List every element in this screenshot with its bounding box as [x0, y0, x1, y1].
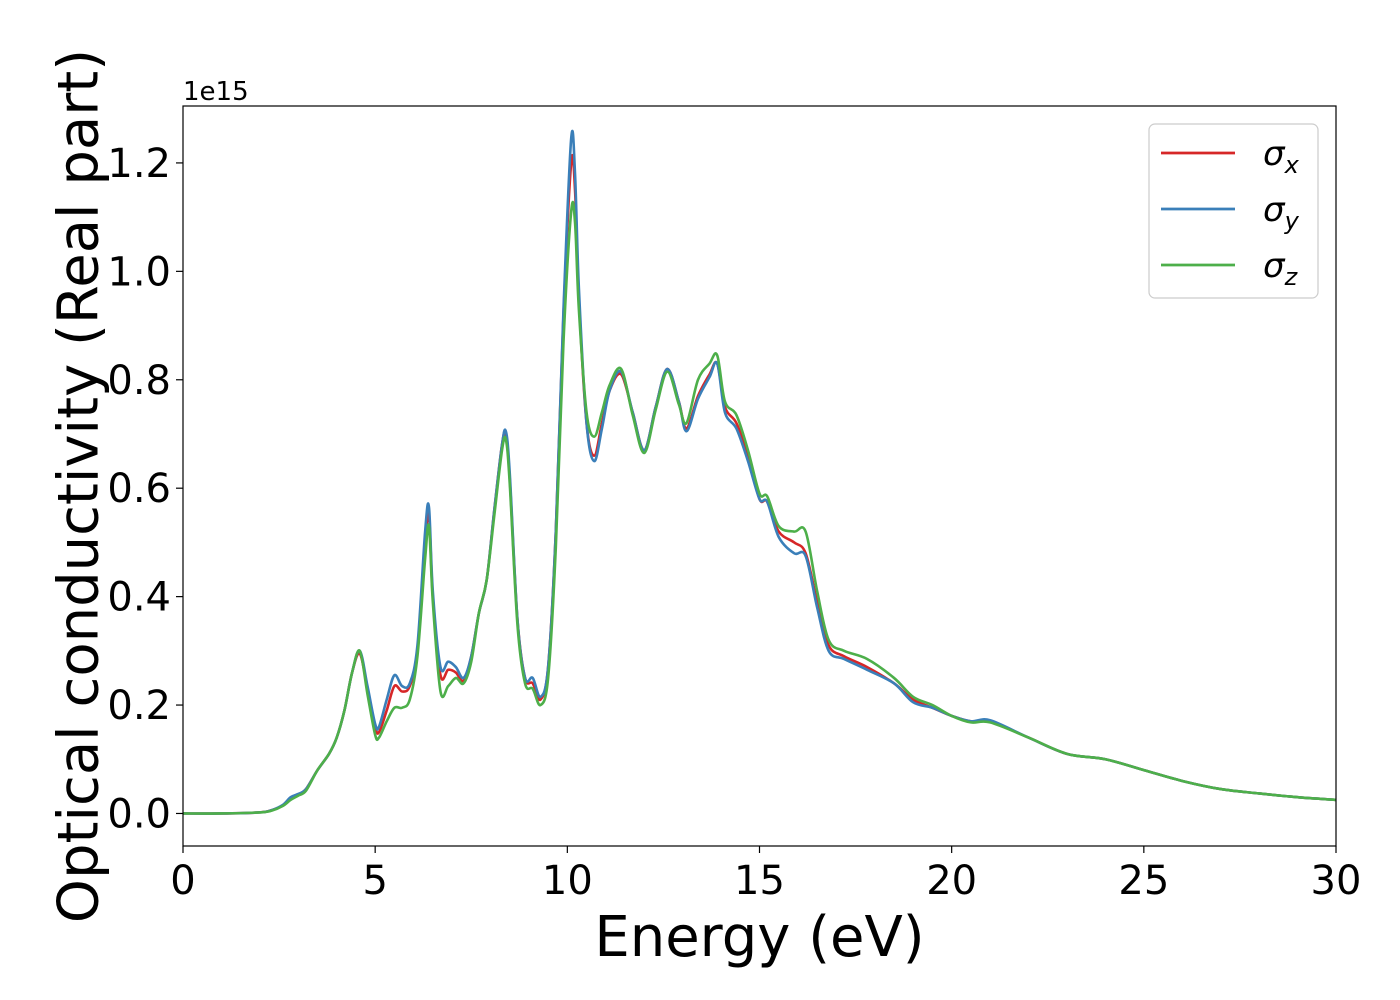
legend: σx σy σz	[1148, 123, 1319, 299]
legend-label-y: σy	[1263, 190, 1300, 235]
legend-label-z: σz	[1263, 246, 1299, 291]
x-tick-label: 5	[362, 858, 387, 904]
x-tick-label: 0	[170, 858, 195, 904]
y-tick-label: 0.0	[107, 791, 171, 837]
x-tick-label: 30	[1311, 858, 1362, 904]
y-tick-label: 1.2	[107, 141, 171, 187]
y-tick-label: 0.8	[107, 358, 171, 404]
x-tick-label: 25	[1118, 858, 1169, 904]
series-line-z	[183, 200, 1336, 815]
x-tick-label: 20	[926, 858, 977, 904]
y-offset-label: 1e15	[183, 77, 249, 107]
y-tick-label: 0.2	[107, 683, 171, 729]
x-axis-label: Energy (eV)	[594, 905, 924, 970]
y-tick-label: 0.6	[107, 466, 171, 512]
x-tick-label: 10	[542, 858, 593, 904]
y-tick-label: 0.4	[107, 575, 171, 621]
x-tick-label: 15	[734, 858, 785, 904]
y-axis-label: Optical conductivity (Real part)	[47, 49, 112, 923]
legend-label-x: σx	[1263, 134, 1300, 179]
series-line-y	[183, 129, 1336, 815]
series-layer	[183, 129, 1336, 815]
ticks-layer: 0 5 10 15 20 25 30 0.0 0.2 0.4 0.6 0.8 1.0 1.2	[107, 141, 1361, 904]
y-tick-label: 1.0	[107, 249, 171, 295]
legend-frame	[1148, 123, 1319, 299]
